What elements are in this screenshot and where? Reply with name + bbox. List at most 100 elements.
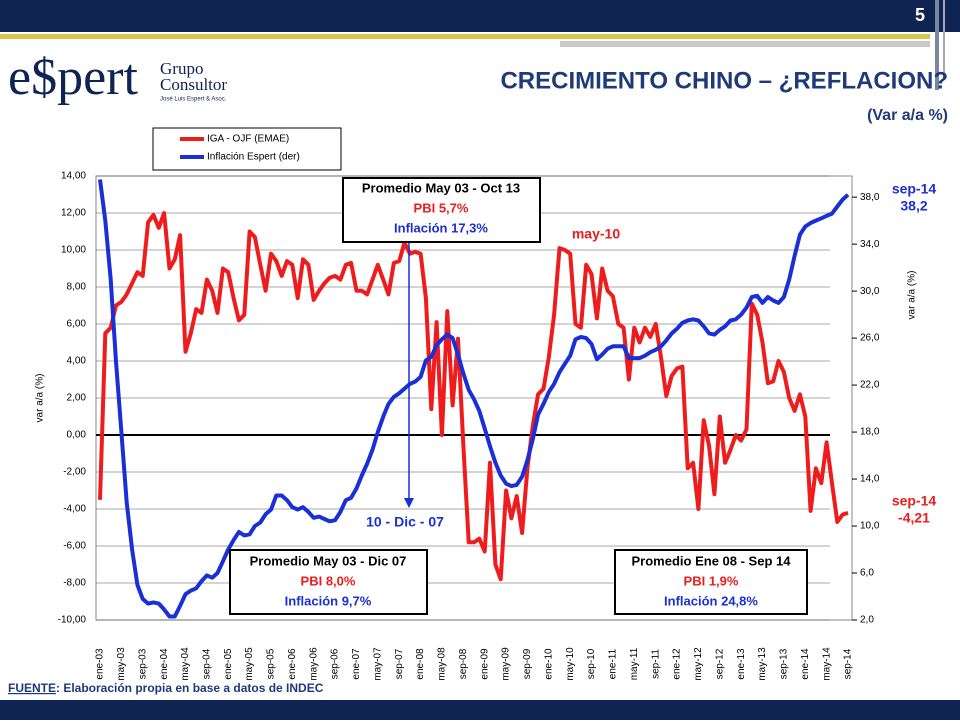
logo-line: Consultor (160, 75, 227, 94)
x-tick: may-04 (180, 647, 191, 681)
x-tick-label: may-14 (821, 647, 832, 681)
legend-label: IGA - OJF (EMAE) (207, 134, 289, 145)
top-stripe-gray (560, 41, 930, 47)
title: CRECIMIENTO CHINO – ¿REFLACION? (500, 67, 948, 94)
x-tick-label: may-08 (437, 647, 448, 681)
source: FUENTE: Elaboración propia en base a dat… (8, 681, 324, 695)
y2-tick-label: 38,0 (860, 192, 880, 203)
y2-tick-label: 6,0 (860, 568, 874, 579)
annotation-box (229, 549, 428, 615)
y-tick-label: -4,00 (63, 504, 86, 515)
x-tick-label: sep-11 (650, 649, 661, 679)
x-tick-label: may-04 (180, 647, 191, 681)
arrow-head (404, 498, 414, 508)
vertical-bar (935, 0, 939, 90)
x-tick-label: ene-06 (287, 648, 298, 680)
y2-axis-label: var a/a (%) (907, 271, 918, 320)
x-tick: ene-11 (608, 648, 619, 679)
series-line (98, 211, 849, 582)
page-number: 5 (915, 5, 925, 25)
y2-tick-label: 2,0 (860, 615, 874, 626)
x-tick-label: may-10 (565, 647, 576, 681)
x-tick-label: may-11 (629, 647, 640, 680)
logo-name: e$pert (8, 49, 138, 106)
x-tick: sep-06 (330, 648, 341, 679)
x-tick-label: sep-10 (586, 648, 597, 679)
annotation-text: PBI 5,7% (414, 200, 469, 215)
x-tick: may-09 (501, 647, 512, 681)
annotation-text: sep-14 (892, 181, 937, 197)
y-tick-label: 10,00 (61, 245, 86, 256)
x-tick: ene-04 (159, 648, 170, 680)
y-tick-label: -6,00 (63, 541, 86, 552)
x-tick-label: sep-13 (779, 648, 790, 679)
y2-tick-label: 22,0 (860, 380, 880, 391)
annotation-box (342, 177, 541, 243)
annotation-text: Inflación 17,3% (394, 220, 488, 235)
vertical-bar (943, 0, 945, 80)
x-tick-label: sep-07 (394, 648, 405, 679)
annotation-text: Promedio May 03 - Dic 07 (250, 553, 407, 568)
annotation-text: sep-14 (892, 493, 937, 509)
x-tick: may-05 (244, 647, 255, 681)
x-tick: may-11 (629, 647, 640, 680)
y-tick-label: 12,00 (61, 208, 86, 219)
x-tick: ene-14 (800, 648, 811, 680)
y-tick-label: 6,00 (67, 319, 87, 330)
x-tick-label: sep-12 (714, 648, 725, 679)
x-tick: may-07 (372, 647, 383, 681)
x-tick-label: ene-04 (159, 648, 170, 680)
series-line (98, 179, 850, 619)
x-tick-label: ene-03 (95, 648, 106, 680)
annotation-text: 38,2 (900, 198, 927, 214)
x-tick-label: ene-10 (543, 648, 554, 680)
x-tick: ene-08 (415, 648, 426, 680)
annotation-text: Inflación 24,8% (664, 593, 758, 608)
x-tick-label: sep-03 (137, 648, 148, 679)
x-tick: may-14 (821, 647, 832, 681)
x-tick: may-10 (565, 647, 576, 681)
y2-tick-label: 26,0 (860, 333, 880, 344)
x-tick-label: ene-14 (800, 648, 811, 680)
legend-label: Inflación Espert (der) (207, 152, 300, 163)
annotation-text: Promedio Ene 08 - Sep 14 (632, 553, 792, 568)
y2-tick-label: 10,0 (860, 521, 880, 532)
y-tick-label: 0,00 (67, 430, 87, 441)
x-tick: ene-09 (479, 648, 490, 680)
x-tick: ene-06 (287, 648, 298, 680)
annotation-text: PBI 1,9% (684, 573, 739, 588)
y-tick-label: 2,00 (67, 393, 87, 404)
x-tick: sep-08 (458, 648, 469, 679)
x-tick: ene-13 (736, 648, 747, 680)
y2-tick-label: 14,0 (860, 474, 880, 485)
x-tick-label: may-12 (693, 647, 704, 681)
x-tick: may-13 (757, 647, 768, 681)
annotation-text: -4,21 (898, 510, 930, 526)
bottom-bar (0, 700, 960, 720)
x-tick-label: sep-06 (330, 648, 341, 679)
x-tick: sep-10 (586, 648, 597, 679)
x-tick-label: sep-09 (522, 648, 533, 679)
x-tick: sep-05 (266, 648, 277, 679)
y-axis-label: var a/a (%) (35, 374, 46, 423)
y-tick-label: -10,00 (58, 615, 87, 626)
annotation-text: Promedio May 03 - Oct 13 (362, 180, 520, 195)
x-tick: ene-07 (351, 648, 362, 680)
x-tick: sep-09 (522, 648, 533, 679)
x-tick: may-06 (308, 647, 319, 681)
x-tick-label: ene-07 (351, 648, 362, 680)
annotation-text: PBI 8,0% (301, 573, 356, 588)
x-tick-label: may-07 (372, 647, 383, 681)
x-tick-label: sep-05 (266, 648, 277, 679)
logo-line: José Luis Espert & Asoc. (160, 97, 227, 103)
y-tick-label: 14,00 (61, 171, 86, 182)
x-tick: ene-12 (672, 648, 683, 680)
x-tick: ene-05 (223, 648, 234, 680)
x-tick: sep-03 (137, 648, 148, 679)
annotation-text: 10 - Dic - 07 (366, 514, 444, 530)
legend (152, 127, 342, 171)
annotation-text: may-10 (572, 226, 620, 242)
x-tick-label: may-09 (501, 647, 512, 681)
x-tick-label: sep-04 (201, 648, 212, 679)
